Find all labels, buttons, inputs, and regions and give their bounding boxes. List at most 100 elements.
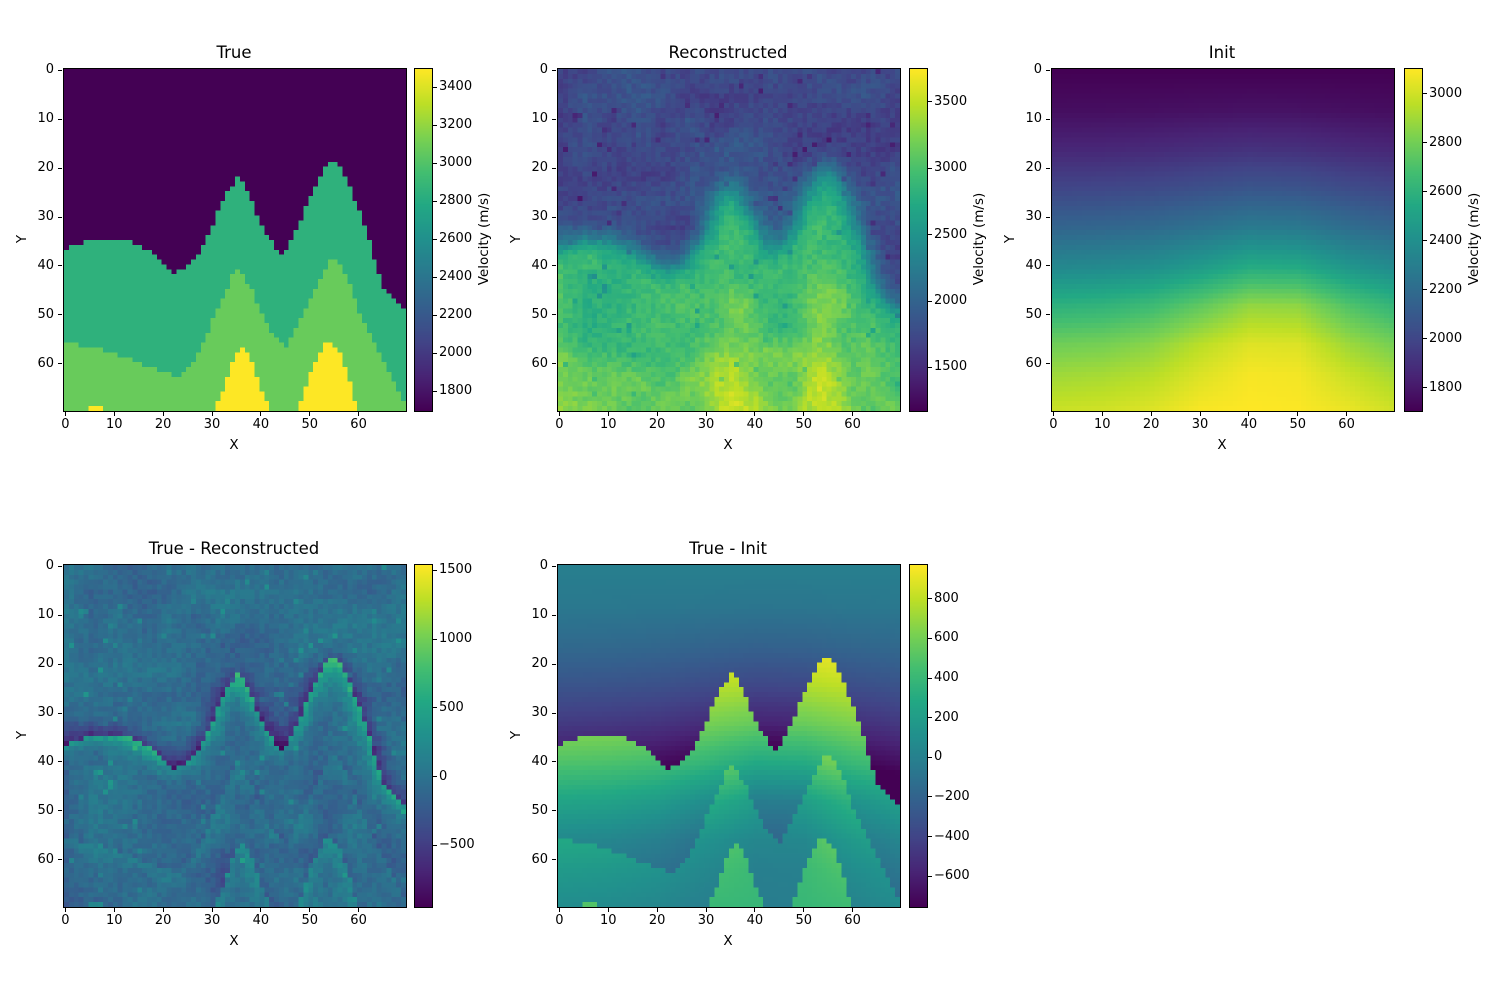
x-tick-mark <box>1297 412 1299 416</box>
y-tick-label: 0 <box>539 62 548 78</box>
colorbar-tick-label: 3000 <box>439 155 473 170</box>
heatmap-true-minus-init <box>557 564 901 908</box>
colorbar-tick-label: 1500 <box>439 562 473 578</box>
x-tick-mark <box>260 908 262 912</box>
colorbar-tick-mark <box>433 569 437 571</box>
x-tick-label: 50 <box>1289 417 1306 432</box>
heatmap-init <box>1051 68 1395 412</box>
colorbar-tick-mark <box>433 844 437 846</box>
x-tick-label: 40 <box>252 417 270 432</box>
colorbar-tick-label: −400 <box>934 828 970 844</box>
y-tick-mark <box>58 265 62 267</box>
y-tick-mark <box>58 565 62 567</box>
colorbar-tick-mark <box>1423 289 1427 291</box>
y-tick-label: 30 <box>1025 209 1042 224</box>
y-tick-label: 0 <box>539 558 548 574</box>
colorbar-tick-mark <box>1423 191 1427 193</box>
x-tick-mark <box>113 412 115 416</box>
colorbar-tick-label: 2500 <box>934 226 968 242</box>
x-tick-label: 0 <box>1049 417 1058 432</box>
x-tick-label: 0 <box>555 913 564 928</box>
x-tick-label: 40 <box>252 913 270 928</box>
colorbar-tick-label: 2400 <box>439 269 473 284</box>
colorbar-tick-mark <box>928 717 932 719</box>
y-tick-label: 20 <box>37 656 54 672</box>
y-tick-mark <box>552 761 556 763</box>
y-tick-mark <box>1046 363 1050 365</box>
x-tick-mark <box>358 908 360 912</box>
y-tick-mark <box>552 118 556 120</box>
y-tick-label: 50 <box>37 306 54 322</box>
x-tick-label: 10 <box>600 913 617 928</box>
colorbar-tick-mark <box>928 101 932 103</box>
colorbar-tick-mark <box>1423 142 1427 144</box>
colorbar-tick-mark <box>1423 93 1427 95</box>
x-tick-label: 60 <box>844 913 861 928</box>
y-tick-label: 40 <box>1025 257 1042 273</box>
colorbar-tick-mark <box>433 238 437 240</box>
colorbar-tick-label: −200 <box>934 788 970 804</box>
y-tick-label: 30 <box>531 209 548 224</box>
colorbar-true-minus-init <box>909 564 928 908</box>
colorbar-tick-label: −500 <box>439 837 475 853</box>
x-axis-label: X <box>229 933 239 949</box>
y-tick-label: 0 <box>1033 62 1042 78</box>
colorbar-tick-label: 2000 <box>439 345 473 360</box>
colorbar-tick-label: 1500 <box>934 359 968 375</box>
y-tick-mark <box>552 216 556 218</box>
x-tick-mark <box>1101 412 1103 416</box>
x-tick-mark <box>162 908 164 912</box>
y-tick-label: 20 <box>531 656 548 672</box>
colorbar-tick-mark <box>928 598 932 600</box>
y-tick-mark <box>552 167 556 169</box>
y-tick-mark <box>58 216 62 218</box>
colorbar-reconstructed <box>909 68 928 412</box>
y-axis-label: Y <box>1002 234 1018 244</box>
colorbar-tick-mark <box>928 167 932 169</box>
colorbar-tick-label: 2200 <box>439 307 473 322</box>
colorbar-tick-mark <box>433 776 437 778</box>
y-tick-mark <box>1046 69 1050 71</box>
colorbar-tick-label: 200 <box>934 709 959 725</box>
x-tick-mark <box>211 412 213 416</box>
x-tick-mark <box>852 908 854 912</box>
colorbar-tick-mark <box>1423 387 1427 389</box>
x-tick-mark <box>607 908 609 912</box>
x-tick-label: 0 <box>61 913 70 928</box>
x-tick-mark <box>754 908 756 912</box>
colorbar-tick-mark <box>928 756 932 758</box>
panel-title-true-minus-reconstructed: True - Reconstructed <box>148 539 320 558</box>
x-tick-label: 30 <box>1191 417 1209 432</box>
y-tick-mark <box>552 363 556 365</box>
x-tick-label: 60 <box>350 417 367 432</box>
y-tick-label: 50 <box>37 802 54 818</box>
y-tick-label: 60 <box>531 851 548 867</box>
y-tick-label: 0 <box>45 62 54 78</box>
colorbar-tick-mark <box>928 234 932 236</box>
y-tick-mark <box>58 761 62 763</box>
x-axis-label: X <box>229 437 239 453</box>
colorbar-axis-label: Velocity (m/s) <box>476 192 492 286</box>
colorbar-tick-label: 1000 <box>439 631 473 646</box>
colorbar-tick-label: 2800 <box>1429 134 1463 150</box>
colorbar-tick-label: 2200 <box>1429 281 1463 297</box>
x-tick-label: 0 <box>555 417 564 432</box>
colorbar-tick-label: 500 <box>439 699 464 715</box>
y-tick-mark <box>1046 167 1050 169</box>
y-tick-mark <box>552 565 556 567</box>
y-tick-label: 30 <box>37 705 54 720</box>
y-tick-label: 0 <box>45 558 54 574</box>
y-tick-label: 60 <box>1025 355 1042 371</box>
x-axis-label: X <box>1217 437 1227 453</box>
x-tick-label: 60 <box>1338 417 1355 432</box>
x-tick-mark <box>113 908 115 912</box>
y-tick-label: 20 <box>1025 160 1042 176</box>
x-tick-mark <box>558 908 560 912</box>
y-tick-mark <box>58 663 62 665</box>
y-axis-label: Y <box>14 234 30 244</box>
colorbar-tick-mark <box>1423 338 1427 340</box>
colorbar-init <box>1404 68 1423 412</box>
x-tick-label: 20 <box>154 417 172 432</box>
y-tick-label: 40 <box>37 257 54 273</box>
colorbar-tick-mark <box>433 390 437 392</box>
